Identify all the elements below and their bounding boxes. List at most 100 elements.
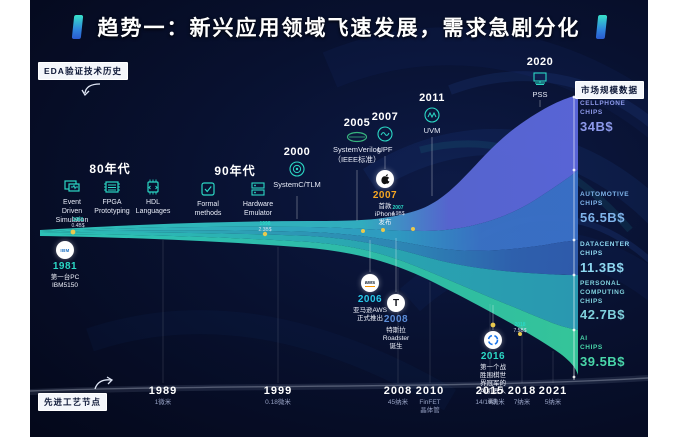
era-item-event-driven-simulation: Event Driven Simulation (48, 176, 96, 225)
band-cellphone-chips (40, 95, 578, 231)
process-node-2015: 2015 14/16纳米 (470, 385, 510, 407)
market-item-datacenter: DATACENTER CHIPS 11.3B$ (580, 241, 648, 275)
node-year: 1999 (263, 385, 293, 397)
milestone-label: SystemVerilog （IEEE标准） (333, 145, 381, 165)
milestone-2020-pss: 2020 PSS (518, 56, 562, 100)
milestone-year: 2020 (526, 56, 554, 68)
upf-icon (377, 126, 393, 142)
hdl-languages-icon (147, 179, 159, 195)
node-year: 2010 (415, 385, 445, 397)
era-item-label: HDL Languages (135, 199, 171, 216)
process-node-2018: 2018 7纳米 (502, 385, 542, 407)
band-automotive-chips (40, 170, 578, 251)
formal-methods-icon (201, 182, 215, 196)
era-80s-label: 80年代 (89, 162, 131, 176)
event-year: 2007 (372, 190, 398, 201)
node-label: 1微米 (154, 399, 172, 406)
stream-marker-2007: 2007 4.9B$ (378, 205, 418, 217)
tesla-logo-text: T (392, 297, 400, 309)
event-label: 首款 iPhone 发布 (374, 203, 396, 227)
process-node-1999: 1999 0.18微米 (258, 385, 298, 407)
systemc-icon (289, 161, 305, 177)
alphago-logo-icon (484, 331, 502, 349)
era-item-label: Hardware Emulator (242, 201, 274, 218)
milestone-2000: 2000 SystemC/TLM (267, 146, 327, 190)
market-item-value: 34B$ (580, 118, 614, 134)
market-item-cellphone: CELLPHONE CHIPS 34B$ (580, 100, 648, 134)
market-item-name: CELLPHONE CHIPS (580, 100, 626, 116)
market-item-value: 11.3B$ (580, 259, 625, 275)
milestone-label: UPF (377, 145, 393, 154)
title-bar: 趋势一：新兴应用领域飞速发展，需求急剧分化 (30, 12, 648, 42)
market-item-ai: AI CHIPS 39.5B$ (580, 335, 648, 369)
curved-arrow-up-icon (94, 376, 114, 390)
era-item-label: FPGA Prototyping (94, 199, 130, 216)
eda-history-tag: EDA验证技术历史 (38, 62, 128, 80)
node-year: 2015 (475, 385, 505, 397)
aws-logo-icon: aws (361, 274, 379, 292)
milestone-year: 2011 (419, 92, 445, 104)
streamgraph (30, 95, 648, 395)
stream-marker-dots (70, 227, 522, 336)
node-label: 5纳米 (544, 399, 562, 406)
marker-value: 2.3B$ (258, 227, 272, 233)
stream-marker-1998: 1998 2.3B$ (245, 221, 285, 233)
node-label: 45纳米 (387, 399, 409, 406)
milestone-label: SystemC/TLM (273, 180, 321, 189)
systemverilog-icon (346, 131, 368, 143)
node-label: FinFET 晶体管 (419, 399, 441, 415)
event-sub-label: 诞生 (487, 398, 498, 405)
market-item-personal-computing: PERSONAL COMPUTING CHIPS 42.7B$ (580, 280, 648, 322)
event-driven-simulation-icon (64, 180, 80, 192)
market-item-value: 56.5B$ (580, 209, 625, 225)
event-label: 特斯拉 Roadster 诞生 (382, 327, 410, 351)
node-year: 1989 (148, 385, 178, 397)
node-year: 2021 (538, 385, 568, 397)
stream-marker-2018: 2018 7.5B$ (500, 322, 540, 334)
era-item-label: Formal methods (194, 201, 222, 218)
era-item-formal-methods: Formal methods (184, 178, 232, 218)
event-ibm-pc: IBM 1981 第一台PC IBM5150 (37, 241, 93, 290)
milestone-2011-uvm: 2011 UVM (410, 92, 454, 136)
apple-logo-icon (376, 170, 394, 188)
process-node-2008: 2008 45纳米 (378, 385, 418, 407)
market-item-value: 39.5B$ (580, 353, 625, 369)
process-node-1989: 1989 1微米 (143, 385, 183, 407)
event-label: 亚马逊AWS 正式推出 (352, 307, 388, 323)
milestone-label: UVM (423, 126, 441, 135)
marker-year: 1981 (72, 217, 84, 223)
marker-value: 7.5B$ (513, 328, 527, 334)
page-title: 趋势一：新兴应用领域飞速发展，需求急剧分化 (97, 17, 581, 40)
market-item-name: AUTOMOTIVE CHIPS (580, 191, 630, 207)
aws-logo-text: aws (364, 279, 376, 287)
event-alphago: 2016 第一个战 胜围棋世 界冠军的 AI机器人 诞生 (465, 331, 521, 405)
band-personal-computing-chips (40, 232, 578, 330)
milestone-2007-upf: 2007 UPF (363, 111, 407, 155)
event-year: 1981 (52, 261, 78, 272)
milestone-year: 2000 (283, 146, 311, 158)
event-aws-launch: aws 2006 亚马逊AWS 正式推出 (342, 274, 398, 323)
marker-year: 2018 (514, 322, 526, 328)
node-label: 0.18微米 (265, 399, 291, 406)
curved-arrow-down-icon (81, 83, 101, 97)
node-label: 14/16纳米 (475, 399, 505, 406)
event-year: 2006 (357, 294, 383, 305)
milestone-2005: 2005 SystemVerilog （IEEE标准） (333, 117, 381, 165)
market-item-name: DATACENTER CHIPS (580, 241, 630, 257)
title-accent-bar-icon (71, 15, 83, 39)
title-accent-bar-icon (595, 15, 607, 39)
ibm-logo-text: IBM (60, 247, 70, 253)
era-item-hardware-emulator: Hardware Emulator (234, 178, 282, 218)
event-tesla-roadster: T 2008 特斯拉 Roadster 诞生 (368, 294, 424, 351)
node-year: 2008 (383, 385, 413, 397)
ibm-logo-icon: IBM (56, 241, 74, 259)
marker-year: 2007 (392, 205, 404, 211)
process-node-2021: 2021 5纳米 (533, 385, 573, 407)
event-year: 2016 (480, 351, 506, 362)
stream-marker-1981: 1981 0.4B$ (58, 217, 98, 229)
marker-value: 4.9B$ (391, 211, 405, 217)
advanced-process-node-tag: 先进工艺节点 (38, 393, 108, 411)
milestone-label: PSS (532, 90, 548, 99)
pss-icon (533, 72, 547, 85)
uvm-icon (424, 107, 440, 123)
